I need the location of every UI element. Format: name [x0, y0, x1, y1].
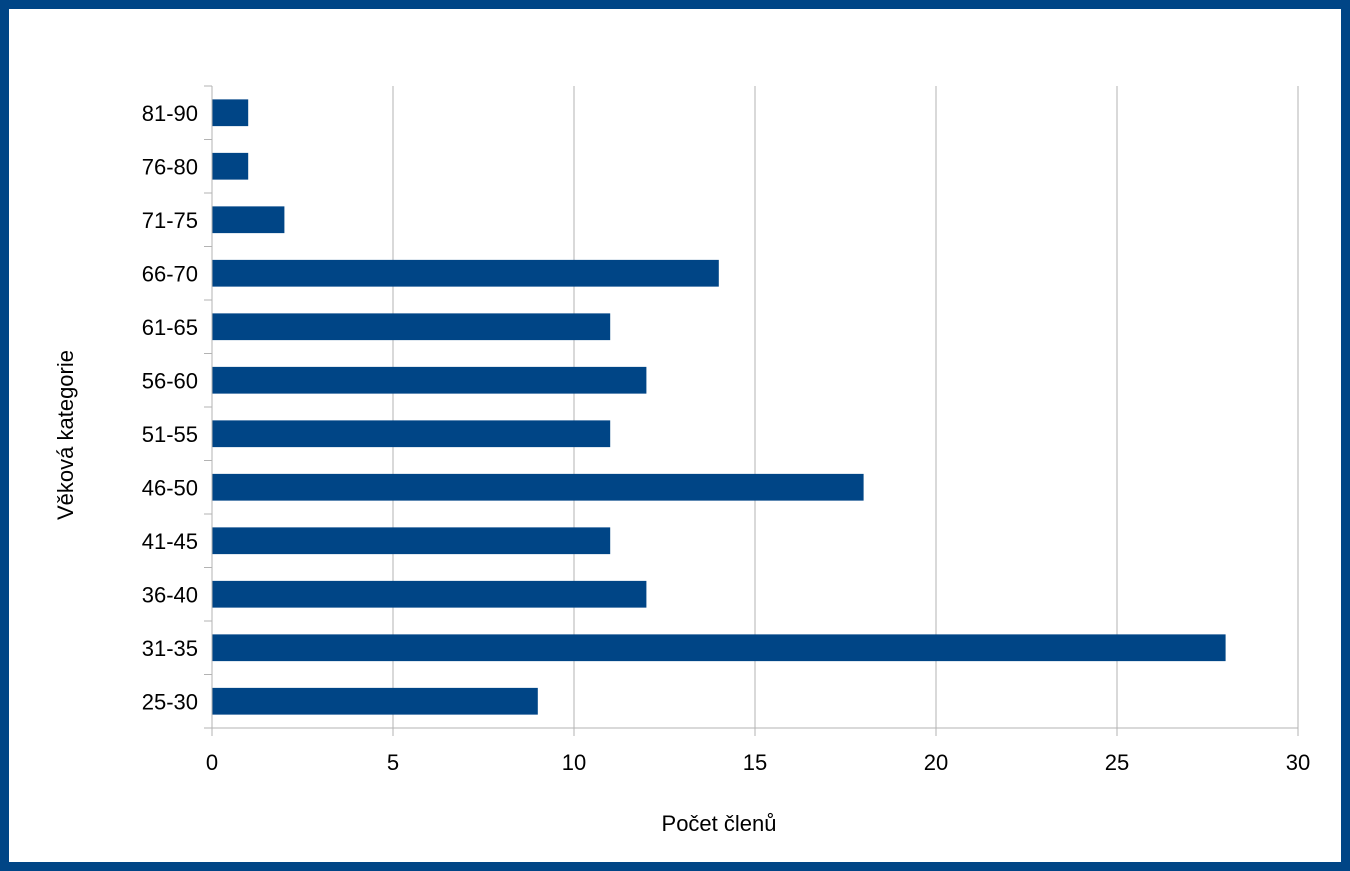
x-tick-labels: 0 5 10 15 20 25 30 — [206, 750, 1310, 775]
y-tick-label: 56-60 — [142, 368, 198, 393]
bar-51-55 — [212, 420, 611, 448]
x-tick-label: 0 — [206, 750, 218, 775]
y-tick-label: 51-55 — [142, 422, 198, 447]
bar-36-40 — [212, 580, 647, 608]
bar-31-35 — [212, 634, 1226, 662]
y-tick-label: 66-70 — [142, 261, 198, 286]
bar-81-90 — [212, 99, 249, 127]
x-tick-label: 30 — [1286, 750, 1310, 775]
bar-chart: 0 5 10 15 20 25 30 25-30 31-35 36-40 41-45 46-50 51… — [53, 85, 1310, 836]
bar-61-65 — [212, 313, 611, 341]
bar-46-50 — [212, 473, 864, 501]
x-tick-label: 20 — [924, 750, 948, 775]
y-tick-label: 25-30 — [142, 689, 198, 714]
bar-71-75 — [212, 206, 285, 234]
y-tick-label: 41-45 — [142, 529, 198, 554]
x-tick-label: 25 — [1105, 750, 1129, 775]
bar-41-45 — [212, 527, 611, 555]
y-tick-label: 36-40 — [142, 582, 198, 607]
chart-frame: 0 5 10 15 20 25 30 25-30 31-35 36-40 41-45 46-50 51… — [9, 9, 1341, 862]
bar-66-70 — [212, 259, 719, 287]
grid-lines — [392, 86, 1299, 728]
y-tick-label: 81-90 — [142, 101, 198, 126]
x-tick-label: 5 — [387, 750, 399, 775]
y-tick-label: 76-80 — [142, 154, 198, 179]
y-tick-labels: 25-30 31-35 36-40 41-45 46-50 51-55 56-60 61-65… — [142, 101, 198, 715]
axes — [204, 85, 1299, 736]
x-tick-label: 15 — [743, 750, 767, 775]
y-tick-label: 71-75 — [142, 208, 198, 233]
bar-56-60 — [212, 366, 647, 394]
bar-25-30 — [212, 687, 538, 715]
x-axis-title: Počet členů — [662, 811, 777, 836]
bar-76-80 — [212, 152, 249, 180]
y-axis-title: Věková kategorie — [53, 350, 78, 520]
x-tick-label: 10 — [562, 750, 586, 775]
bars — [212, 99, 1226, 715]
y-tick-label: 31-35 — [142, 636, 198, 661]
y-tick-label: 46-50 — [142, 475, 198, 500]
y-tick-label: 61-65 — [142, 315, 198, 340]
